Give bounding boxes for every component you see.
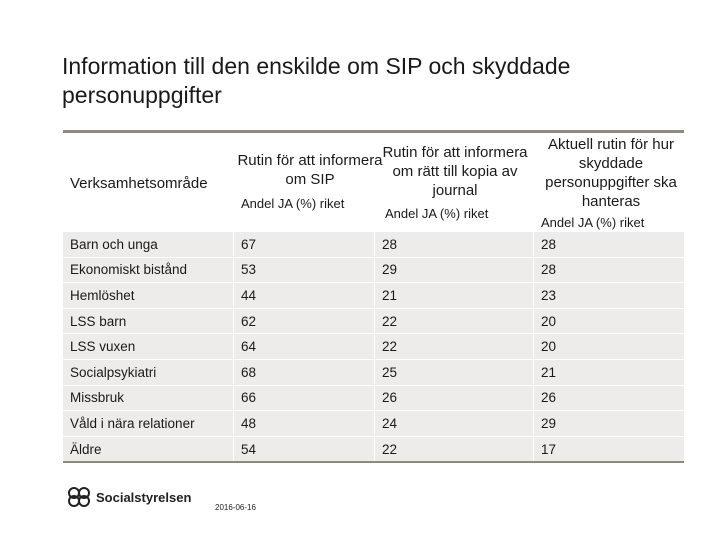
page-title: Information till den enskilde om SIP och…	[62, 53, 571, 108]
cell-protected: 21	[533, 359, 684, 385]
table-body: Barn och unga 67 28 28 Ekonomiskt bistånd 53 2…	[63, 231, 684, 464]
cell-journal: 26	[374, 385, 533, 411]
cell-journal: 21	[374, 283, 533, 308]
cell-area: Missbruk	[70, 390, 125, 406]
cell-sip: 66	[233, 385, 374, 411]
cell-journal: 24	[374, 411, 533, 436]
cell-sip: 67	[233, 232, 374, 257]
cell-protected: 20	[533, 308, 684, 334]
header-protected-data-routine: Aktuell rutin för hur skyddade personupp…	[545, 136, 677, 210]
cell-journal: 28	[374, 232, 533, 257]
cell-area: LSS vuxen	[70, 339, 136, 355]
header-journal-copy-routine: Rutin för att informera om rätt till kop…	[382, 144, 528, 199]
table-row: Äldre 54 22 17	[63, 435, 684, 464]
cell-journal: 22	[374, 436, 533, 462]
cell-protected: 17	[533, 436, 684, 462]
cell-sip: 64	[233, 334, 374, 359]
cell-sip: 44	[233, 283, 374, 308]
table-row: Ekonomiskt bistånd 53 29 28	[63, 256, 684, 283]
cell-protected: 23	[533, 283, 684, 308]
cell-area: Äldre	[70, 441, 102, 457]
cell-protected: 26	[533, 385, 684, 411]
header-sip-routine: Rutin för att informera om SIP	[237, 152, 383, 188]
subheader-share-2: Andel JA (%) riket	[385, 206, 489, 221]
logo-text: Socialstyrelsen	[96, 489, 192, 505]
cell-protected: 29	[533, 411, 684, 436]
cell-area: LSS barn	[70, 313, 127, 329]
subheader-share-1: Andel JA (%) riket	[241, 196, 345, 211]
cell-sip: 62	[233, 308, 374, 334]
cell-protected: 28	[533, 257, 684, 283]
table-row: Missbruk 66 26 26	[63, 384, 684, 411]
cell-sip: 68	[233, 359, 374, 385]
cell-sip: 53	[233, 257, 374, 283]
cell-protected: 28	[533, 232, 684, 257]
table-row: Hemlöshet 44 21 23	[63, 282, 684, 308]
socialstyrelsen-logo: Socialstyrelsen	[66, 486, 191, 508]
subheader-share-3: Andel JA (%) riket	[541, 215, 645, 230]
cell-area: Våld i nära relationer	[70, 415, 195, 431]
cell-area: Barn och unga	[70, 236, 158, 252]
footer-date: 2016-06-16	[215, 503, 256, 512]
cell-area: Hemlöshet	[70, 287, 135, 303]
cell-journal: 25	[374, 359, 533, 385]
cell-area: Socialpsykiatri	[70, 364, 157, 380]
table-row: Barn och unga 67 28 28	[63, 231, 684, 257]
table-row: LSS vuxen 64 22 20	[63, 333, 684, 359]
cell-protected: 20	[533, 334, 684, 359]
socialstyrelsen-emblem-icon	[68, 487, 90, 507]
table-row: Socialpsykiatri 68 25 21	[63, 358, 684, 385]
header-area: Verksamhetsområde	[70, 175, 208, 192]
cell-journal: 22	[374, 334, 533, 359]
table-row: LSS barn 62 22 20	[63, 307, 684, 334]
table-header: Verksamhetsområde Rutin för att informer…	[63, 133, 684, 231]
table-row: Våld i nära relationer 48 24 29	[63, 410, 684, 436]
cell-journal: 22	[374, 308, 533, 334]
cell-journal: 29	[374, 257, 533, 283]
results-table: Verksamhetsområde Rutin för att informer…	[63, 130, 684, 464]
cell-sip: 48	[233, 411, 374, 436]
cell-area: Ekonomiskt bistånd	[70, 262, 188, 278]
cell-sip: 54	[233, 436, 374, 462]
